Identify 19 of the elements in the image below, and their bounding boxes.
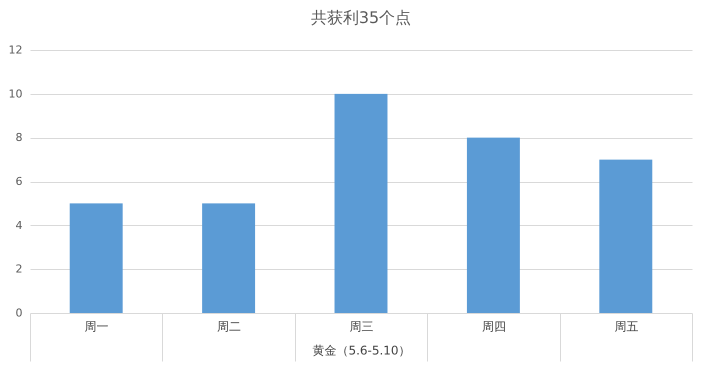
y-tick-label: 10 [8,87,22,100]
y-tick-label: 12 [8,44,22,56]
bar [202,203,256,313]
y-tick-label: 4 [16,218,22,232]
y-tick-label: 6 [16,175,22,188]
bar [70,203,123,313]
x-tick-label: 周四 [482,320,506,334]
y-tick-label: 8 [16,131,22,144]
bar [334,94,388,313]
y-tick-label: 2 [16,262,22,276]
x-tick-label: 周二 [217,320,242,334]
x-tick-label: 周一 [84,320,109,334]
chart-title: 共获利35个点 [310,8,412,27]
bar [466,138,520,313]
x-axis-title: 黄金（5.6-5.10） [312,344,411,358]
y-tick-label: 0 [16,306,22,320]
x-tick-label: 周三 [350,320,374,334]
bar [599,160,652,313]
x-tick-label: 周五 [614,320,638,334]
